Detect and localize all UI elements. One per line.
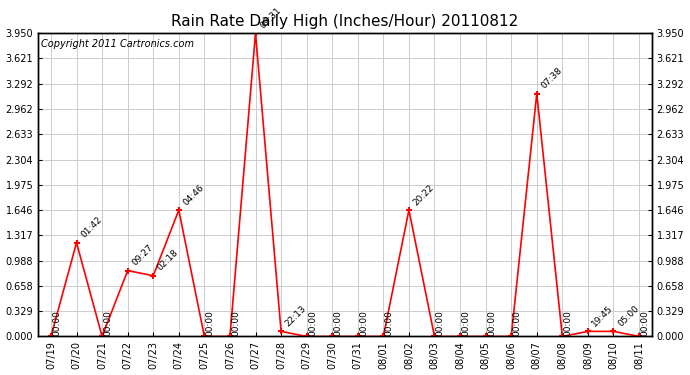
Text: 20:22: 20:22 [411, 183, 436, 207]
Text: 07:38: 07:38 [540, 66, 564, 91]
Text: Copyright 2011 Cartronics.com: Copyright 2011 Cartronics.com [41, 39, 195, 49]
Text: 00:00: 00:00 [462, 310, 471, 336]
Text: 09:27: 09:27 [130, 243, 155, 267]
Text: 02:18: 02:18 [156, 248, 180, 273]
Text: 00:00: 00:00 [513, 310, 522, 336]
Text: 09:31: 09:31 [258, 5, 283, 30]
Text: 00:00: 00:00 [436, 310, 445, 336]
Text: 00:00: 00:00 [104, 310, 112, 336]
Title: Rain Rate Daily High (Inches/Hour) 20110812: Rain Rate Daily High (Inches/Hour) 20110… [171, 14, 519, 29]
Text: 22:13: 22:13 [284, 304, 308, 328]
Text: 00:00: 00:00 [206, 310, 215, 336]
Text: 00:00: 00:00 [308, 310, 317, 336]
Text: 00:00: 00:00 [487, 310, 496, 336]
Text: 19:45: 19:45 [591, 304, 615, 328]
Text: 00:00: 00:00 [640, 310, 649, 336]
Text: 00:00: 00:00 [333, 310, 342, 336]
Text: 00:00: 00:00 [384, 310, 393, 336]
Text: 00:00: 00:00 [52, 310, 61, 336]
Text: 04:46: 04:46 [181, 183, 206, 207]
Text: 01:42: 01:42 [79, 215, 104, 240]
Text: 05:00: 05:00 [616, 304, 641, 328]
Text: 00:00: 00:00 [359, 310, 368, 336]
Text: 00:00: 00:00 [231, 310, 240, 336]
Text: 00:00: 00:00 [564, 310, 573, 336]
